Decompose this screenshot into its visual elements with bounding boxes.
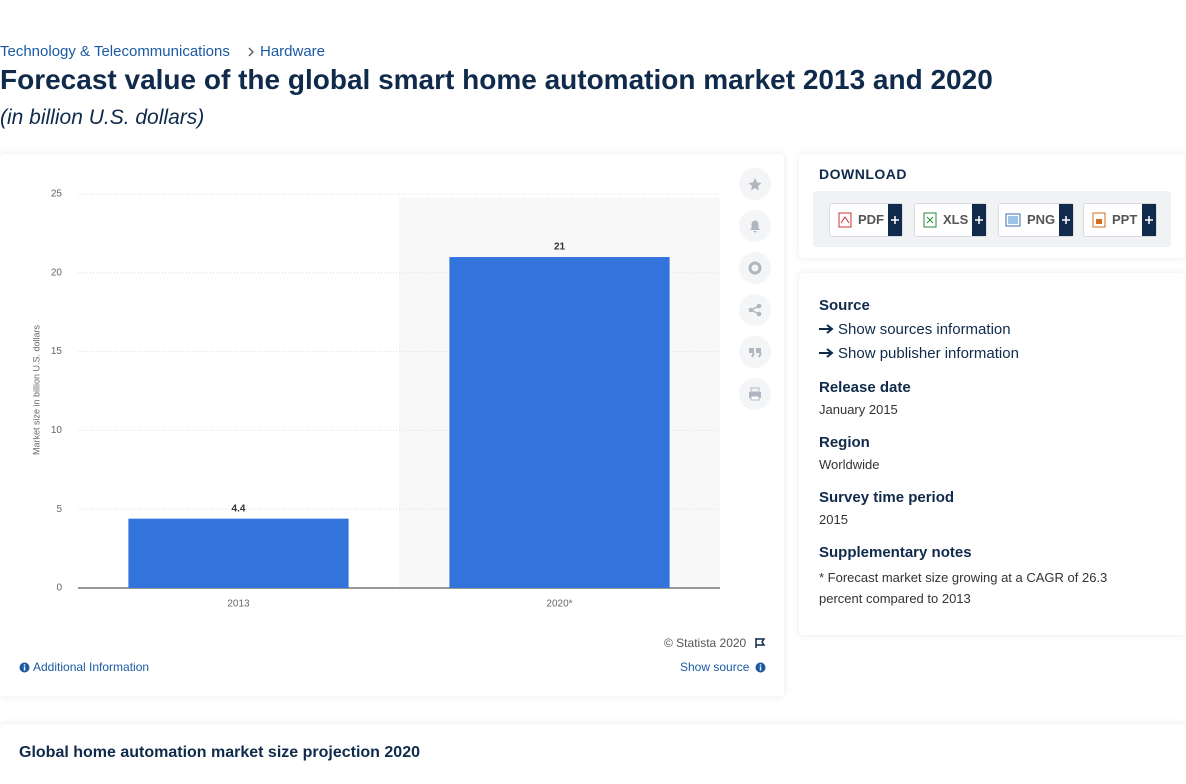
download-label: XLS bbox=[943, 212, 969, 227]
cite-button[interactable] bbox=[739, 336, 771, 368]
download-title: DOWNLOAD bbox=[819, 166, 907, 182]
detail-heading: Survey time period bbox=[819, 489, 955, 506]
alert-button[interactable] bbox=[739, 210, 771, 242]
bar bbox=[128, 518, 349, 588]
sources-link[interactable]: Show sources information bbox=[838, 321, 1011, 338]
download-label: PDF bbox=[858, 212, 884, 227]
copyright: © Statista 2020 bbox=[664, 636, 747, 650]
settings-button[interactable] bbox=[739, 252, 771, 284]
detail-value: * Forecast market size growing at a CAGR… bbox=[819, 570, 1108, 606]
breadcrumb-separator bbox=[248, 47, 254, 57]
next-title[interactable]: Global home automation market size proje… bbox=[19, 744, 420, 761]
info-icon bbox=[755, 662, 766, 673]
detail-value: January 2015 bbox=[819, 402, 898, 417]
download-ppt[interactable]: PPT bbox=[1083, 203, 1157, 237]
page-subtitle: (in billion U.S. dollars) bbox=[0, 106, 205, 129]
x-tick-label: 2020* bbox=[546, 599, 572, 610]
y-axis-label: Market size in billion U.S. dollars bbox=[31, 324, 41, 455]
breadcrumb-link[interactable]: Hardware bbox=[260, 43, 326, 60]
breadcrumb-link[interactable]: Technology & Telecommunications bbox=[0, 43, 230, 60]
favorite-button[interactable] bbox=[739, 168, 771, 200]
download-png[interactable]: PNG bbox=[998, 203, 1074, 237]
x-tick-label: 2013 bbox=[227, 599, 250, 610]
page-title: Forecast value of the global smart home … bbox=[0, 64, 993, 95]
detail-heading: Release date bbox=[819, 379, 911, 396]
y-tick-label: 20 bbox=[51, 267, 63, 278]
page: Technology & Telecommunications Hardware… bbox=[0, 43, 1185, 761]
source-heading: Source bbox=[819, 297, 870, 314]
data-label: 4.4 bbox=[232, 503, 246, 514]
show-source-link[interactable]: Show source bbox=[680, 660, 750, 674]
y-tick-label: 0 bbox=[56, 583, 62, 594]
download-label: PPT bbox=[1112, 212, 1138, 227]
detail-heading: Region bbox=[819, 434, 870, 451]
additional-info-link[interactable]: Additional Information bbox=[33, 660, 150, 674]
detail-value: Worldwide bbox=[819, 457, 880, 472]
download-label: PNG bbox=[1027, 212, 1056, 227]
details-card bbox=[799, 273, 1185, 635]
arrow-icon bbox=[819, 348, 834, 358]
share-button[interactable] bbox=[739, 294, 771, 326]
data-label: 21 bbox=[554, 242, 566, 253]
y-tick-label: 5 bbox=[56, 504, 62, 515]
print-button[interactable] bbox=[739, 378, 771, 410]
download-xls[interactable]: XLS bbox=[914, 203, 987, 237]
y-tick-label: 25 bbox=[51, 189, 63, 200]
y-tick-label: 10 bbox=[51, 425, 63, 436]
detail-heading: Supplementary notes bbox=[819, 544, 972, 561]
arrow-icon bbox=[819, 324, 834, 334]
download-pdf[interactable]: PDF bbox=[829, 203, 903, 237]
detail-value: 2015 bbox=[819, 512, 848, 527]
flag-icon bbox=[755, 638, 766, 648]
info-icon bbox=[19, 662, 30, 673]
chart: Market size in billion U.S. dollars 0 5 10… bbox=[31, 189, 720, 610]
publisher-link[interactable]: Show publisher information bbox=[838, 345, 1019, 362]
y-tick-label: 15 bbox=[51, 346, 63, 357]
bar bbox=[449, 257, 670, 588]
